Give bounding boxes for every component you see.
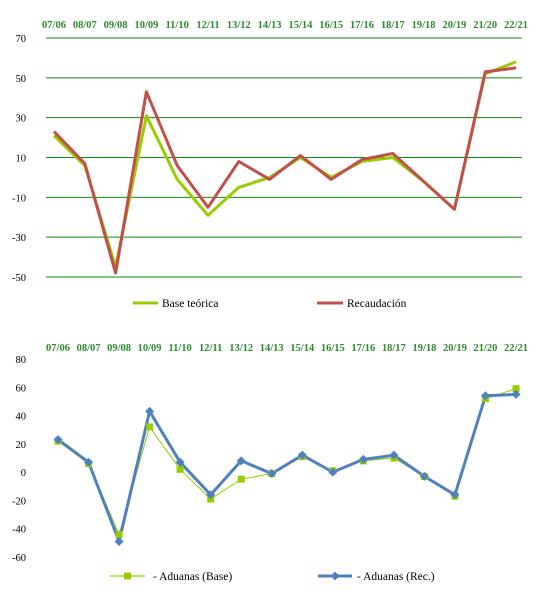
category-label: 17/16 [351,343,375,354]
category-label: 13/12 [229,343,253,354]
data-point [237,475,245,483]
y-tick-label: -40 [12,525,26,536]
category-label: 18/17 [382,343,406,354]
y-tick-label: 20 [16,440,27,451]
category-label: 11/10 [166,20,189,31]
y-tick-label: 70 [16,34,27,45]
data-point [267,469,277,479]
y-tick-label: 10 [16,154,27,165]
data-point [328,467,338,477]
data-point [450,490,460,500]
data-point [206,490,216,500]
category-label: 16/15 [319,20,343,31]
y-tick-label: 30 [16,114,27,125]
data-point [419,471,429,481]
category-label: 07/06 [46,343,70,354]
data-point [511,389,521,399]
category-label: 21/20 [474,343,498,354]
data-point [512,385,520,393]
data-point [389,450,399,460]
data-point [145,406,155,416]
legend-marker [124,572,131,580]
series-line [57,392,517,543]
legend-label: Base teórica [162,298,219,310]
category-label: 10/09 [138,343,162,354]
category-label: 17/16 [350,20,374,31]
data-point [115,530,123,538]
category-label: 13/12 [227,20,251,31]
category-label: 21/20 [473,20,497,31]
data-point [84,457,94,467]
y-tick-label: -50 [12,273,26,284]
data-point [236,456,246,466]
y-tick-label: -30 [12,233,26,244]
category-label: 14/13 [260,343,284,354]
y-tick-label: -10 [12,193,26,204]
category-label: 09/08 [107,343,131,354]
category-label: 12/11 [199,343,222,354]
y-tick-label: 60 [16,383,27,394]
legend-label: Recaudación [347,298,407,310]
category-label: 20/19 [443,343,467,354]
series-line [52,66,517,275]
category-label: 09/08 [104,20,128,31]
data-point [175,457,185,467]
data-point [358,454,368,464]
legend-marker [330,571,340,581]
chart-top: 07/06 08/07 09/08 10/09 11/10 12/11 13/12 14/13… [12,20,528,310]
category-label: 18/17 [381,20,405,31]
legend-label: - Aduanas (Base) [153,571,232,583]
category-label: 22/21 [504,20,528,31]
chart-bottom: 07/06 08/07 09/08 10/09 11/10 12/11 13/12 14/13… [12,343,528,583]
category-label: 07/06 [42,20,66,31]
category-label: 14/13 [258,20,282,31]
category-label: 08/07 [73,20,97,31]
category-label: 19/18 [412,20,436,31]
data-point [297,450,307,460]
data-point [146,423,154,431]
category-label: 15/14 [288,20,313,31]
data-point [480,391,490,401]
y-tick-label: 80 [16,355,27,366]
y-tick-label: 50 [16,74,27,85]
y-tick-label: 0 [21,468,26,479]
category-label: 12/11 [196,20,219,31]
category-label: 11/10 [168,343,191,354]
data-point [114,536,124,546]
y-tick-label: 40 [16,412,27,423]
category-label: 19/18 [412,343,436,354]
category-label: 10/09 [134,20,158,31]
y-tick-label: -60 [12,553,26,564]
category-label: 16/15 [321,343,345,354]
legend-label: - Aduanas (Rec.) [357,571,435,583]
category-label: 22/21 [504,343,528,354]
category-label: 20/19 [442,20,466,31]
data-point [53,435,63,445]
category-label: 08/07 [77,343,101,354]
y-tick-label: -20 [12,496,26,507]
category-label: 15/14 [290,343,315,354]
data-point [176,465,184,473]
